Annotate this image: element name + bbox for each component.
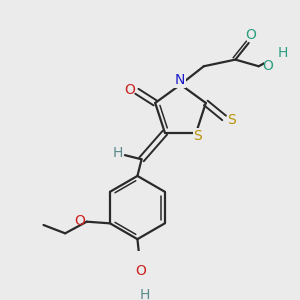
Text: S: S (227, 113, 236, 128)
Text: H: H (112, 146, 123, 160)
Text: H: H (278, 46, 288, 60)
Text: O: O (124, 82, 135, 97)
Text: O: O (135, 264, 146, 278)
Text: S: S (194, 129, 202, 143)
Text: O: O (74, 214, 85, 228)
Text: N: N (175, 74, 185, 87)
Text: H: H (140, 288, 150, 300)
Text: O: O (262, 59, 273, 73)
Text: O: O (245, 28, 256, 43)
